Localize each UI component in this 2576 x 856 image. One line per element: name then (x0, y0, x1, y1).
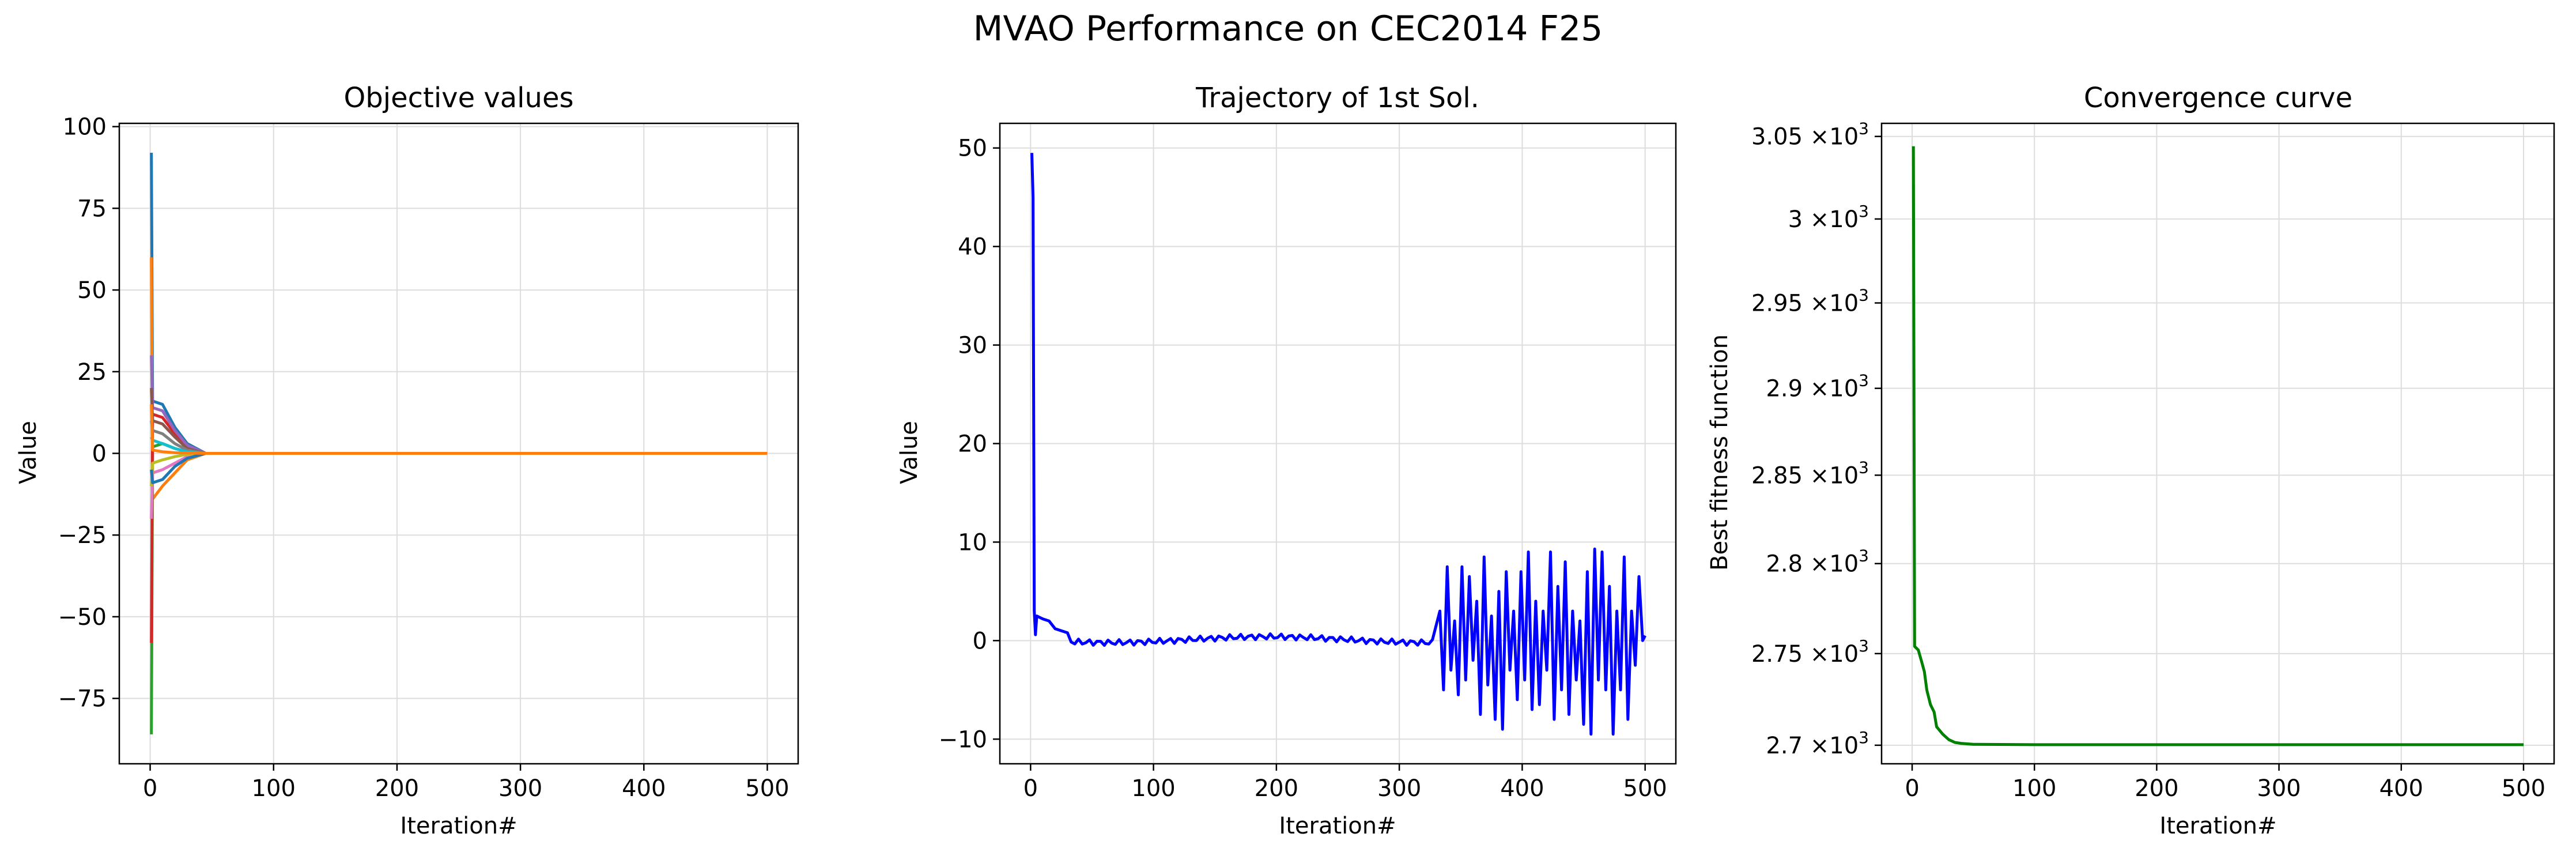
y-tick-label: 2.95 ×103 (1751, 286, 1869, 317)
y-tick-label: 40 (958, 234, 987, 261)
x-tick-label: 300 (498, 775, 542, 802)
trajectory-line (1030, 153, 1646, 736)
x-tick-label: 300 (1377, 775, 1421, 802)
x-tick-label: 400 (2379, 775, 2423, 802)
x-tick-label: 400 (1500, 775, 1544, 802)
series-group (150, 152, 768, 735)
subplot-title: Trajectory of 1st Sol. (1195, 82, 1479, 114)
axes-frame (1880, 122, 2555, 765)
x-tick-label: 100 (1131, 775, 1175, 802)
x-axis-label: Iteration# (400, 813, 517, 839)
y-tick-label: 0 (973, 628, 987, 654)
y-tick-label: 50 (958, 135, 987, 162)
subplot-title: Convergence curve (2084, 82, 2352, 114)
y-tick-label: −10 (939, 726, 987, 753)
x-axis-label: Iteration# (2159, 813, 2276, 839)
x-tick-label: 200 (375, 775, 419, 802)
x-tick-label: 500 (1623, 775, 1667, 802)
x-axis-label: Iteration# (1279, 813, 1396, 839)
y-tick-label: 2.85 ×103 (1751, 458, 1869, 489)
y-tick-label: 2.7 ×103 (1766, 728, 1869, 759)
x-tick-label: 100 (252, 775, 296, 802)
figure-title: MVAO Performance on CEC2014 F25 (973, 9, 1603, 49)
y-tick-label: 3 ×103 (1788, 202, 1869, 233)
y-tick-label: −25 (58, 522, 107, 549)
subplot-trajectory: Trajectory of 1st Sol. Iteration# Value … (896, 82, 1677, 839)
convergence-line (1912, 146, 2524, 746)
y-tick-label: 50 (77, 277, 107, 304)
subplot-objective-values: Objective values Iteration# Value 0 100 20… (15, 82, 799, 839)
y-axis-label: Value (15, 421, 41, 484)
subplot-title: Objective values (344, 82, 574, 114)
y-tick-label: 2.9 ×103 (1766, 371, 1869, 402)
y-tick-label: 30 (958, 333, 987, 359)
x-tick-label: 0 (1905, 775, 1919, 802)
y-tick-label: 100 (63, 114, 107, 141)
y-tick-label: −50 (58, 604, 107, 631)
y-axis-label: Value (896, 421, 923, 484)
x-tick-label: 100 (2012, 775, 2056, 802)
y-tick-label: −75 (58, 686, 107, 712)
x-tick-label: 500 (2502, 775, 2545, 802)
axes-frame (999, 122, 1677, 765)
y-tick-label: 3.05 ×103 (1751, 119, 1869, 150)
y-tick-label: 0 (92, 441, 107, 467)
axes-frame (118, 122, 799, 765)
y-tick-label: 75 (77, 195, 107, 222)
y-tick-label: 25 (77, 359, 107, 386)
x-tick-label: 0 (143, 775, 157, 802)
x-tick-label: 200 (2135, 775, 2178, 802)
x-tick-label: 400 (622, 775, 666, 802)
x-tick-label: 300 (2257, 775, 2301, 802)
subplot-convergence: Convergence curve Iteration# Best fitnes… (1706, 82, 2555, 839)
x-tick-label: 0 (1023, 775, 1038, 802)
y-axis-label: Best fitness function (1706, 334, 1733, 571)
y-tick-label: 2.8 ×103 (1766, 546, 1869, 578)
y-tick-label: 20 (958, 431, 987, 458)
x-tick-label: 200 (1255, 775, 1298, 802)
y-tick-label: 10 (958, 529, 987, 556)
agent-series-line (150, 404, 768, 455)
y-tick-label: 2.75 ×103 (1751, 636, 1869, 668)
x-tick-label: 500 (745, 775, 789, 802)
